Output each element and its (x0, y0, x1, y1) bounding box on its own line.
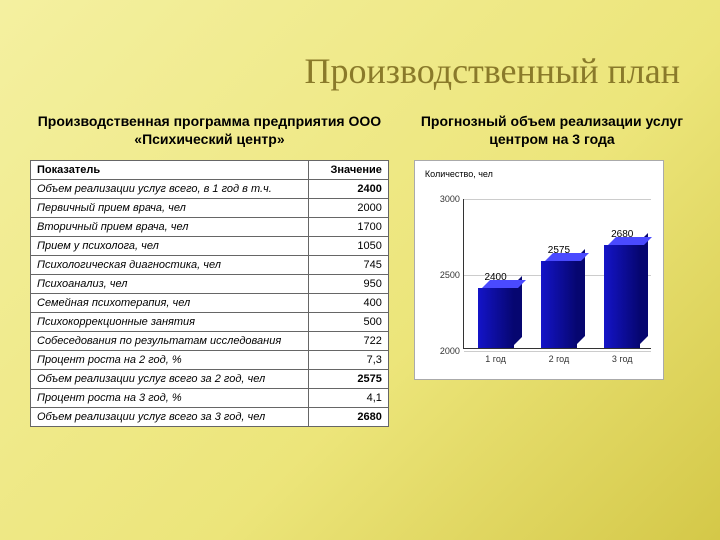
chart-y-axis-title: Количество, чел (425, 169, 493, 180)
cell-label: Объем реализации услуг всего, в 1 год в … (31, 180, 309, 199)
cell-label: Психокоррекционные занятия (31, 313, 309, 332)
x-tick-label: 1 год (485, 348, 506, 364)
table-row: Объем реализации услуг всего за 2 год, ч… (31, 370, 389, 389)
col-header-0: Показатель (31, 161, 309, 180)
table-row: Психокоррекционные занятия500 (31, 313, 389, 332)
y-tick-label: 2500 (430, 270, 464, 280)
cell-label: Собеседования по результатам исследовани… (31, 332, 309, 351)
chart-bar: 2575 (541, 261, 577, 348)
cell-label: Психоанализ, чел (31, 275, 309, 294)
table-row: Процент роста на 3 год, %4,1 (31, 389, 389, 408)
cell-value: 2000 (308, 199, 388, 218)
cell-label: Психологическая диагностика, чел (31, 256, 309, 275)
cell-value: 400 (308, 294, 388, 313)
right-column: Прогнозный объем реализации услуг центро… (414, 112, 690, 427)
table-row: Семейная психотерапия, чел400 (31, 294, 389, 313)
content-row: Производственная программа предприятия О… (0, 112, 720, 427)
cell-value: 500 (308, 313, 388, 332)
cell-label: Процент роста на 3 год, % (31, 389, 309, 408)
table-row: Психоанализ, чел950 (31, 275, 389, 294)
bar-value-label: 2575 (541, 245, 577, 256)
table-row: Прием у психолога, чел1050 (31, 237, 389, 256)
bar-chart: Количество, чел 20002500300024001 год257… (414, 160, 664, 380)
left-column: Производственная программа предприятия О… (30, 112, 389, 427)
table-row: Собеседования по результатам исследовани… (31, 332, 389, 351)
page-title: Производственный план (0, 0, 720, 112)
cell-label: Процент роста на 2 год, % (31, 351, 309, 370)
x-tick-label: 3 год (612, 348, 633, 364)
cell-value: 2575 (308, 370, 388, 389)
cell-label: Первичный прием врача, чел (31, 199, 309, 218)
col-header-1: Значение (308, 161, 388, 180)
cell-label: Вторичный прием врача, чел (31, 218, 309, 237)
cell-label: Прием у психолога, чел (31, 237, 309, 256)
cell-value: 1700 (308, 218, 388, 237)
y-tick-label: 3000 (430, 194, 464, 204)
gridline (464, 199, 651, 200)
cell-value: 4,1 (308, 389, 388, 408)
cell-value: 722 (308, 332, 388, 351)
cell-label: Семейная психотерапия, чел (31, 294, 309, 313)
table-subtitle: Производственная программа предприятия О… (30, 112, 389, 148)
x-tick-label: 2 год (549, 348, 570, 364)
cell-label: Объем реализации услуг всего за 3 год, ч… (31, 408, 309, 427)
table-row: Объем реализации услуг всего за 3 год, ч… (31, 408, 389, 427)
table-row: Психологическая диагностика, чел745 (31, 256, 389, 275)
bar-value-label: 2680 (604, 229, 640, 240)
cell-value: 7,3 (308, 351, 388, 370)
cell-value: 2400 (308, 180, 388, 199)
chart-plot-area: 20002500300024001 год25752 год26803 год (463, 199, 651, 349)
cell-value: 2680 (308, 408, 388, 427)
cell-value: 745 (308, 256, 388, 275)
y-tick-label: 2000 (430, 346, 464, 356)
table-row: Вторичный прием врача, чел1700 (31, 218, 389, 237)
table-row: Процент роста на 2 год, %7,3 (31, 351, 389, 370)
cell-label: Объем реализации услуг всего за 2 год, ч… (31, 370, 309, 389)
cell-value: 1050 (308, 237, 388, 256)
table-row: Первичный прием врача, чел2000 (31, 199, 389, 218)
cell-value: 950 (308, 275, 388, 294)
data-table: Показатель Значение Объем реализации усл… (30, 160, 389, 427)
chart-bar: 2400 (478, 288, 514, 349)
table-row: Объем реализации услуг всего, в 1 год в … (31, 180, 389, 199)
chart-subtitle: Прогнозный объем реализации услуг центро… (414, 112, 690, 148)
bar-value-label: 2400 (478, 272, 514, 283)
chart-bar: 2680 (604, 245, 640, 348)
